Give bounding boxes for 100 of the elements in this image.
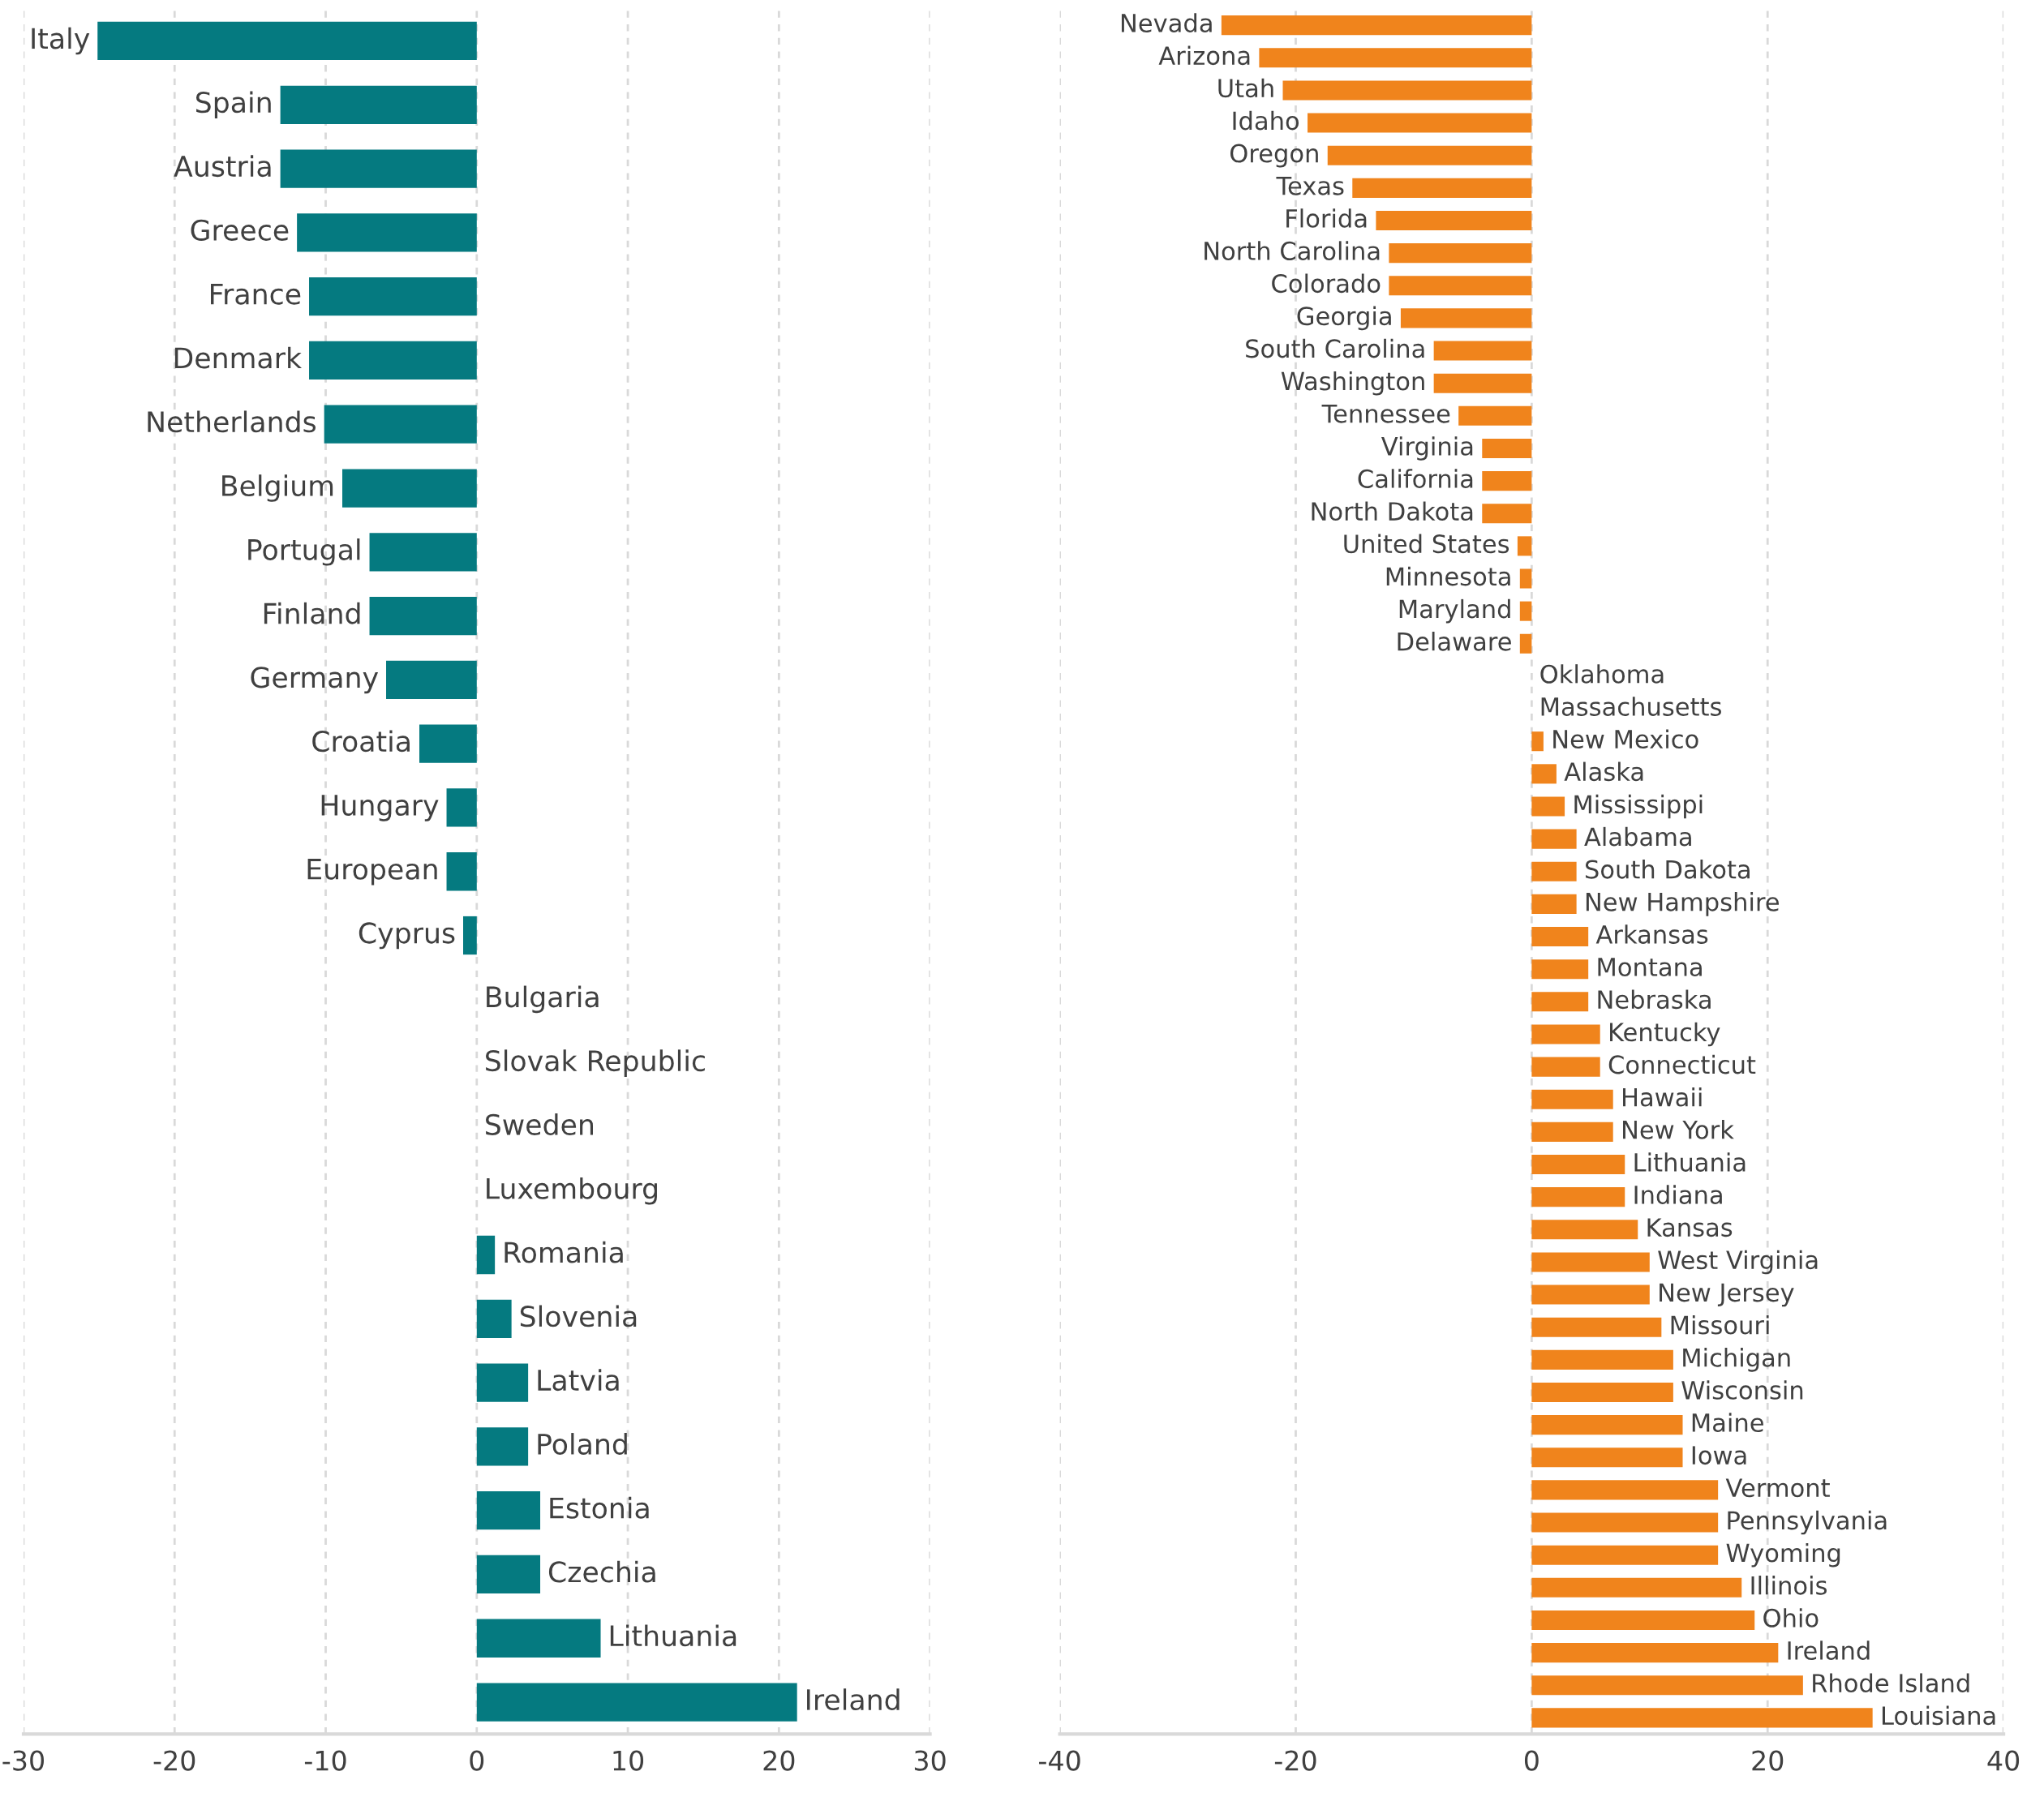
- category-label: Tennessee: [1321, 404, 1450, 423]
- category-label: Vermont: [1725, 1478, 1830, 1498]
- bar: [1519, 633, 1532, 654]
- category-label: Michigan: [1683, 1348, 1790, 1372]
- category-label: Oklahoma: [1540, 664, 1664, 684]
- x-tick-label: -30: [2, 1750, 44, 1771]
- bar: [1531, 1512, 1719, 1533]
- bar: [1531, 992, 1589, 1012]
- bar: [446, 788, 477, 827]
- bar: [386, 660, 477, 700]
- bar: [1519, 601, 1532, 621]
- bar: [1531, 1675, 1803, 1696]
- bar: [1531, 1220, 1638, 1240]
- bar: [1531, 1024, 1600, 1044]
- category-label: Montana: [1598, 958, 1702, 977]
- bar: [1327, 145, 1532, 165]
- bar: [309, 341, 477, 380]
- category-label: Slovenia: [520, 1305, 637, 1327]
- bar: [1531, 1382, 1673, 1403]
- bar: [1389, 243, 1532, 264]
- category-label: France: [211, 283, 301, 305]
- x-tick-label: 20: [763, 1750, 795, 1771]
- category-label: Utah: [1218, 78, 1273, 98]
- category-label: Germany: [251, 667, 379, 694]
- category-label: Arkansas: [1595, 924, 1708, 944]
- bar: [1531, 1187, 1625, 1207]
- bar: [1531, 861, 1577, 881]
- bar: [1531, 1480, 1719, 1500]
- x-tick-label: 20: [1752, 1750, 1784, 1771]
- category-label: Portugal: [248, 538, 360, 566]
- bar: [1531, 829, 1577, 849]
- category-label: New Hampshire: [1586, 892, 1779, 916]
- bar: [1519, 568, 1532, 589]
- category-label: Denmark: [174, 346, 302, 369]
- category-label: Belgium: [222, 474, 333, 502]
- category-label: Netherlands: [148, 410, 316, 433]
- category-label: Croatia: [312, 730, 410, 753]
- category-label: Ireland: [807, 1688, 900, 1711]
- bar: [1531, 1284, 1650, 1305]
- bar: [1400, 308, 1532, 328]
- category-label: New Mexico: [1553, 729, 1698, 749]
- category-label: Missouri: [1671, 1315, 1769, 1335]
- category-label: Illinois: [1751, 1576, 1827, 1595]
- category-label: Delaware: [1398, 632, 1511, 651]
- category-label: Arizona: [1158, 45, 1250, 66]
- bar: [1352, 178, 1532, 198]
- bar: [1531, 1122, 1613, 1142]
- bar: [1531, 1610, 1755, 1630]
- category-label: Oregon: [1230, 144, 1318, 168]
- category-label: Virginia: [1381, 436, 1473, 461]
- category-label: Spain: [195, 91, 271, 119]
- bar: [1259, 48, 1532, 68]
- bar: [1517, 536, 1532, 556]
- category-label: Latvia: [538, 1369, 619, 1392]
- bar: [280, 149, 477, 188]
- category-label: Austria: [174, 155, 271, 178]
- x-tick-label: -20: [1274, 1750, 1316, 1771]
- bar: [476, 1363, 529, 1402]
- category-label: Romania: [505, 1241, 623, 1263]
- category-label: California: [1358, 469, 1473, 488]
- category-label: North Dakota: [1312, 501, 1473, 521]
- category-label: Hungary: [321, 795, 439, 821]
- category-label: Colorado: [1272, 273, 1381, 294]
- category-label: Hawaii: [1623, 1087, 1702, 1107]
- category-label: Kansas: [1647, 1218, 1733, 1237]
- category-label: Massachusetts: [1541, 697, 1721, 716]
- bar: [1531, 1089, 1613, 1109]
- bar: [1531, 959, 1589, 980]
- bar: [1531, 927, 1589, 947]
- category-label: Finland: [264, 602, 360, 624]
- category-label: Indiana: [1634, 1185, 1722, 1205]
- bar: [297, 213, 477, 252]
- bar: [476, 1619, 601, 1658]
- bar: [342, 469, 477, 508]
- category-label: Maryland: [1399, 598, 1510, 624]
- category-label: Kentucky: [1610, 1022, 1720, 1047]
- bar: [1433, 373, 1532, 393]
- bar: [369, 596, 477, 636]
- category-label: Nevada: [1121, 13, 1212, 33]
- category-label: Wyoming: [1726, 1542, 1840, 1568]
- category-label: Rhode Island: [1813, 1673, 1969, 1693]
- category-label: Cyprus: [359, 922, 455, 950]
- category-label: Greece: [191, 219, 289, 241]
- category-label: New Jersey: [1660, 1283, 1794, 1307]
- bar: [476, 1683, 797, 1722]
- category-label: Pennsylvania: [1728, 1510, 1887, 1535]
- bar: [1531, 764, 1557, 784]
- bar: [1482, 438, 1532, 458]
- category-label: Florida: [1286, 208, 1367, 228]
- bar: [1531, 731, 1544, 752]
- bar: [1282, 80, 1532, 101]
- category-label: Bulgaria: [487, 985, 599, 1014]
- bar: [476, 1427, 529, 1466]
- bar: [1458, 405, 1532, 426]
- x-tick-label: -10: [304, 1750, 346, 1771]
- category-label: European: [307, 859, 437, 886]
- category-label: Alaska: [1564, 761, 1643, 782]
- bar: [1531, 1317, 1662, 1337]
- bar: [369, 533, 477, 572]
- bar: [1531, 1349, 1673, 1370]
